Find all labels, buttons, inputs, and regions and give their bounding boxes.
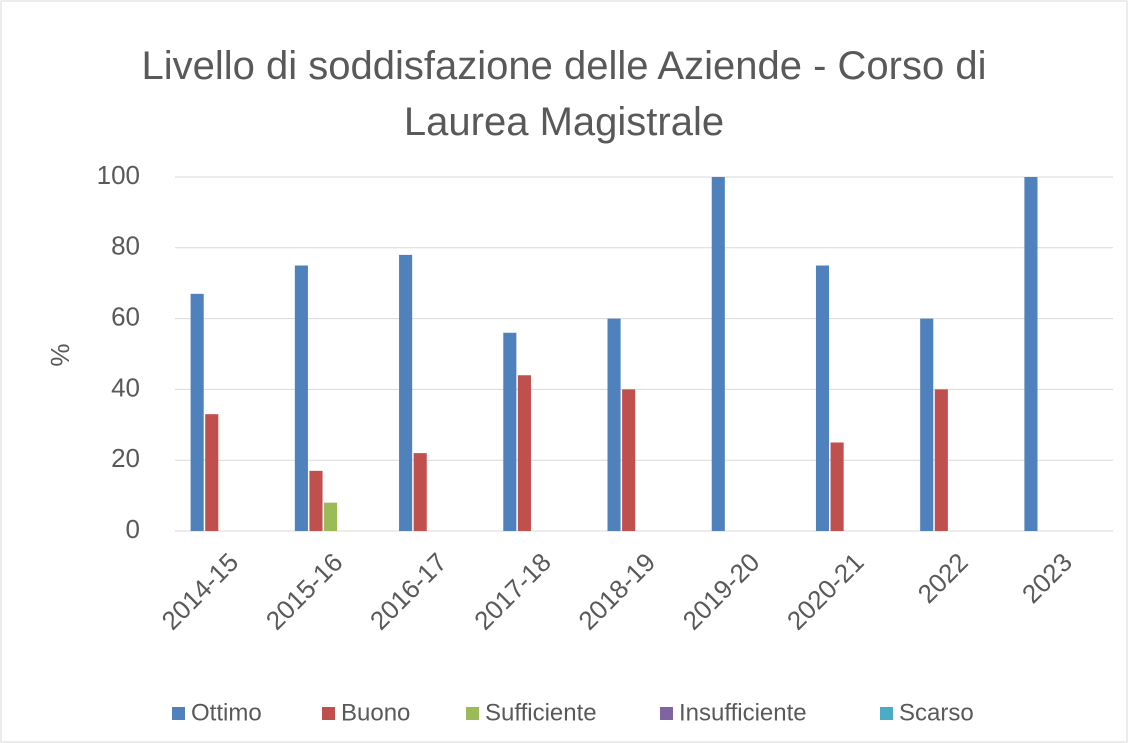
bar: [324, 502, 338, 531]
legend-swatch: [466, 707, 479, 720]
legend-label: Buono: [341, 699, 410, 726]
bar: [815, 265, 830, 531]
bar: [205, 414, 219, 531]
bar: [503, 332, 517, 531]
bar: [294, 265, 308, 531]
bar: [399, 254, 413, 531]
legend-swatch: [322, 707, 335, 720]
y-axis-label: %: [45, 343, 75, 366]
bar: [711, 177, 725, 531]
y-tick-label: 100: [97, 160, 140, 190]
legend-swatch: [880, 707, 893, 720]
y-tick-label: 20: [111, 443, 140, 473]
legend-swatch: [172, 707, 185, 720]
legend-swatch: [660, 707, 673, 720]
bar: [413, 453, 427, 531]
y-tick-label: 60: [111, 301, 140, 331]
title-box: Livello di soddisfazione delle Aziende -…: [0, 38, 1128, 150]
bar: [920, 318, 934, 531]
legend-label: Ottimo: [191, 699, 262, 726]
bar: [622, 389, 636, 531]
legend-label: Scarso: [899, 699, 974, 726]
bar: [309, 470, 323, 531]
chart-title: Livello di soddisfazione delle Aziende -…: [141, 44, 987, 144]
y-tick-label: 80: [111, 231, 140, 261]
bar: [830, 442, 844, 531]
y-tick-label: 0: [126, 514, 140, 544]
bar: [934, 389, 948, 531]
y-tick-label: 40: [111, 372, 140, 402]
bar: [190, 293, 204, 531]
bar: [607, 318, 621, 531]
legend-label: Sufficiente: [485, 699, 597, 726]
legend-label: Insufficiente: [679, 699, 807, 726]
bar: [517, 375, 531, 531]
bar: [1024, 177, 1038, 531]
